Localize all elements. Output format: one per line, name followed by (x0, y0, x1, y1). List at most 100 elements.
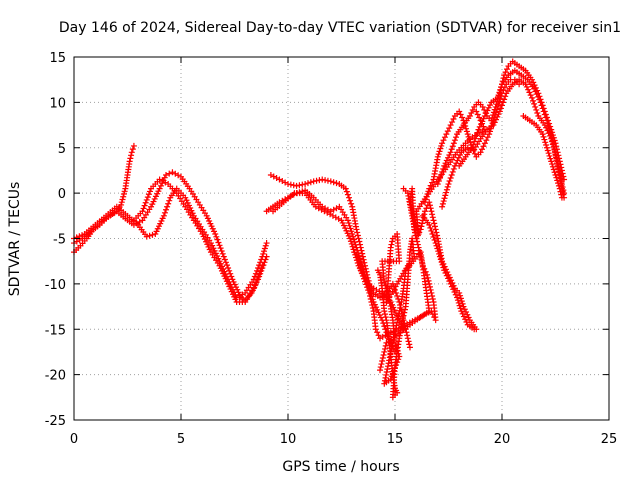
data-point (224, 262, 231, 269)
data-point (324, 177, 331, 184)
data-point (217, 245, 224, 252)
data-point (542, 114, 549, 121)
data-point (428, 208, 435, 215)
data-point (149, 231, 156, 238)
data-point (525, 86, 532, 93)
data-point (427, 286, 434, 293)
data-point (401, 306, 408, 313)
data-point (555, 182, 562, 189)
data-point (426, 202, 433, 209)
data-point (165, 200, 172, 207)
data-point (439, 203, 446, 210)
data-point (490, 112, 497, 119)
data-point (447, 175, 454, 181)
data-point (534, 93, 541, 100)
data-point (496, 108, 503, 115)
data-point (375, 332, 382, 339)
data-point (474, 111, 481, 118)
data-point (419, 262, 426, 269)
data-point (449, 119, 456, 126)
data-point (493, 116, 500, 123)
data-point (547, 128, 554, 135)
data-point (387, 244, 394, 251)
data-point (539, 131, 546, 138)
data-point (345, 194, 352, 201)
data-point (542, 139, 549, 146)
data-point (464, 311, 471, 318)
data-point (166, 170, 173, 177)
data-point (396, 307, 403, 314)
data-point (381, 279, 388, 286)
data-point (358, 247, 365, 254)
data-point (431, 220, 438, 227)
data-point (143, 196, 150, 203)
data-point (349, 230, 356, 237)
data-point (344, 217, 351, 224)
data-point (414, 238, 421, 245)
data-point (225, 264, 232, 271)
data-point (397, 301, 404, 308)
data-point (550, 166, 557, 173)
data-point (545, 150, 552, 157)
y-tick-label: -15 (45, 323, 66, 338)
data-point (543, 144, 550, 151)
data-point (129, 146, 136, 153)
data-point (454, 157, 461, 164)
data-point (477, 149, 484, 156)
data-point (140, 205, 147, 212)
data-point (466, 112, 473, 119)
data-point (411, 229, 418, 236)
data-point (389, 339, 396, 346)
data-point (503, 66, 510, 73)
data-point (394, 292, 401, 299)
data-point (452, 291, 459, 298)
data-point (447, 122, 454, 129)
data-point (430, 217, 437, 224)
data-point (534, 109, 541, 116)
data-point (489, 114, 496, 121)
data-point (408, 204, 415, 211)
data-point (345, 220, 352, 227)
data-point (383, 369, 390, 376)
data-point (480, 143, 487, 150)
data-point (439, 200, 446, 207)
data-point (415, 244, 422, 251)
data-point (389, 238, 396, 245)
data-point (481, 140, 488, 147)
data-point (388, 373, 395, 380)
data-point (528, 94, 535, 101)
data-point (226, 267, 233, 274)
data-point (156, 185, 163, 192)
data-point (146, 188, 153, 195)
data-point (457, 111, 464, 118)
data-point (479, 103, 486, 110)
data-point (261, 248, 268, 255)
data-point (260, 250, 267, 257)
data-point (252, 279, 259, 286)
data-point (418, 223, 425, 230)
data-point (455, 154, 462, 161)
y-tick-label: -25 (45, 414, 66, 429)
data-point (394, 319, 401, 326)
y-axis-label: SDTVAR / TECUs (7, 182, 23, 297)
data-point (483, 137, 490, 144)
y-tick-label: -10 (45, 278, 66, 293)
data-point (406, 344, 413, 351)
data-point (343, 188, 350, 195)
data-point (435, 248, 442, 255)
data-point (383, 371, 390, 378)
data-point (120, 191, 127, 198)
data-point (477, 117, 484, 124)
data-point (362, 278, 369, 285)
y-tick-label: 15 (49, 51, 66, 66)
data-point (163, 206, 170, 213)
data-point (359, 250, 366, 257)
data-point (330, 179, 337, 186)
data-point (262, 242, 269, 249)
data-point (257, 268, 264, 275)
data-point (463, 318, 470, 325)
data-point (393, 289, 400, 296)
data-point (491, 119, 498, 126)
grid (74, 57, 609, 420)
data-point (319, 176, 326, 183)
